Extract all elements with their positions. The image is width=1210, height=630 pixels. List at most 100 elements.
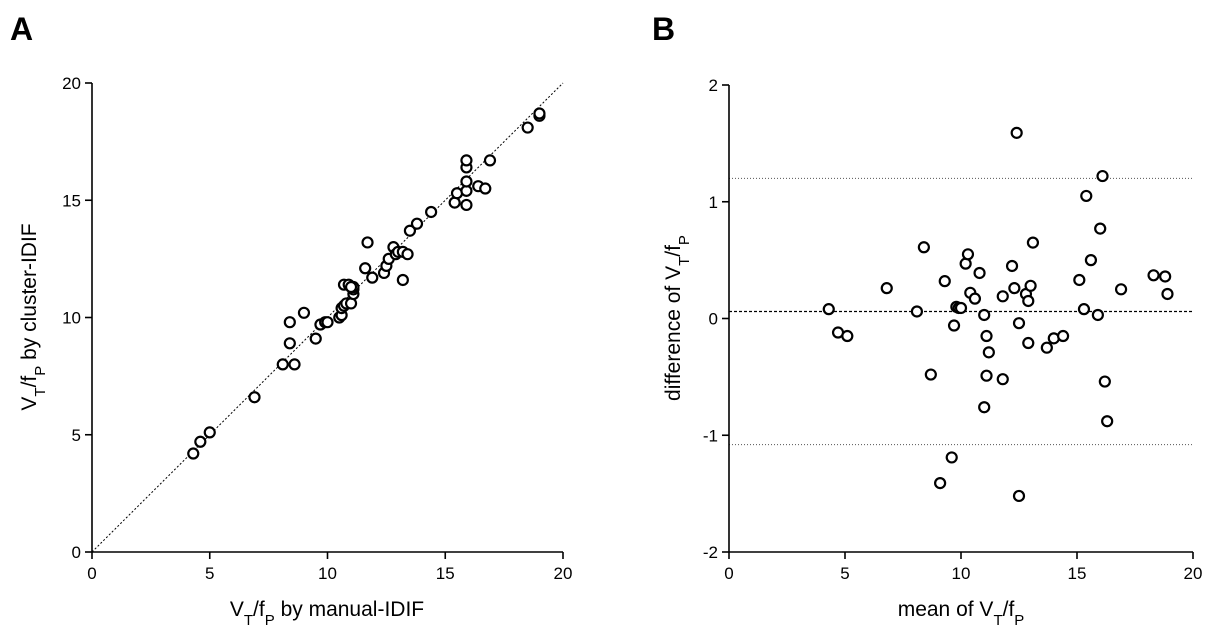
x-tick-label: 10 [318,564,337,583]
data-point [276,358,289,371]
data-point [309,332,322,345]
x-tick-label: 5 [840,564,849,583]
data-point [283,337,296,350]
data-point [1012,489,1026,503]
x-axis-title-part: by manual-IDIF [275,598,424,621]
y-tick-label: 1 [709,193,718,212]
data-point [344,280,358,294]
x-tick-label: 15 [1068,564,1087,583]
data-point [396,273,409,287]
y-axis-title-part: by cluster-IDIF [18,223,41,365]
data-point [1101,415,1114,428]
data-point [460,154,473,167]
data-point [945,451,958,464]
y-tick-label: 0 [72,543,81,562]
data-point [910,305,924,318]
x-axis-title-part: mean of V [898,598,994,621]
data-point [533,107,546,120]
data-point [401,248,414,261]
x-axis-title-part: T [993,612,1002,629]
data-point [403,224,417,237]
y-tick-label: -2 [703,543,718,562]
x-axis-title-part: P [1014,612,1024,629]
x-tick-label: 10 [952,564,971,583]
data-point [521,121,534,134]
data-point [1008,282,1021,295]
data-point [947,319,961,332]
data-point [1040,341,1053,354]
data-point [980,369,993,382]
data-point [980,329,993,343]
data-point [410,217,424,230]
data-point [1098,375,1111,388]
y-tick-label: 0 [709,310,718,329]
data-point [321,316,334,329]
x-axis-title-part: V [230,598,244,621]
data-point [1094,222,1107,235]
data-point [822,303,835,316]
y-tick-label: 2 [709,76,718,95]
data-point [361,236,374,249]
data-point [1024,279,1037,292]
x-axis-title-part: P [265,612,275,629]
y-axis-title-part: T [32,387,49,396]
data-point [996,290,1009,303]
data-point [483,154,497,167]
data-point [1022,336,1035,350]
data-point [460,198,473,212]
y-axis-title-part: difference of V [662,266,685,401]
data-point [288,358,301,371]
data-point [187,447,200,460]
y-tick-label: -1 [703,426,718,445]
x-tick-label: 0 [724,564,733,583]
y-tick-label: 15 [62,191,81,210]
data-point [203,426,216,439]
data-point [1056,329,1070,343]
data-point [1077,303,1091,316]
data-point [954,301,968,315]
y-tick-label: 5 [72,426,81,445]
data-point [1147,269,1160,282]
data-point [961,248,975,261]
y-axis-title-part: P [676,235,693,245]
x-tick-label: 15 [436,564,455,583]
data-point [1114,283,1128,296]
data-point [248,391,261,404]
x-tick-label: 0 [87,564,96,583]
data-point [841,329,854,343]
data-point [359,262,372,275]
x-tick-label: 20 [554,564,573,583]
y-axis-title: VT/fP by cluster-IDIF [18,223,49,410]
y-axis-title-part: T [676,257,693,266]
data-point [366,271,379,284]
data-point [1026,236,1040,249]
x-axis-title-part: T [244,612,253,629]
data-point [978,401,991,414]
x-axis-title: mean of VT/fP [898,598,1025,629]
y-tick-label: 10 [62,309,81,328]
data-point [938,275,951,288]
y-tick-label: 20 [62,74,81,93]
data-point [982,346,995,359]
data-point [479,182,492,195]
panel-b-letter: B [652,11,675,47]
y-axis-title-part: /f [18,376,41,388]
x-tick-label: 20 [1184,564,1203,583]
data-point [934,477,947,490]
data-point [1091,308,1104,322]
y-axis-title-part: /f [662,245,685,257]
x-axis-title: VT/fP by manual-IDIF [230,598,424,629]
data-point [1005,259,1019,273]
data-point [973,266,986,280]
data-point [425,205,438,219]
x-axis-title-part: /f [253,598,265,621]
panel-a-letter: A [10,11,33,47]
data-point [283,316,296,329]
data-point [1161,287,1174,301]
data-point [1012,317,1026,330]
data-point [924,368,937,381]
data-point [880,282,893,295]
x-axis-title-part: /f [1003,598,1015,621]
data-point [968,292,982,305]
